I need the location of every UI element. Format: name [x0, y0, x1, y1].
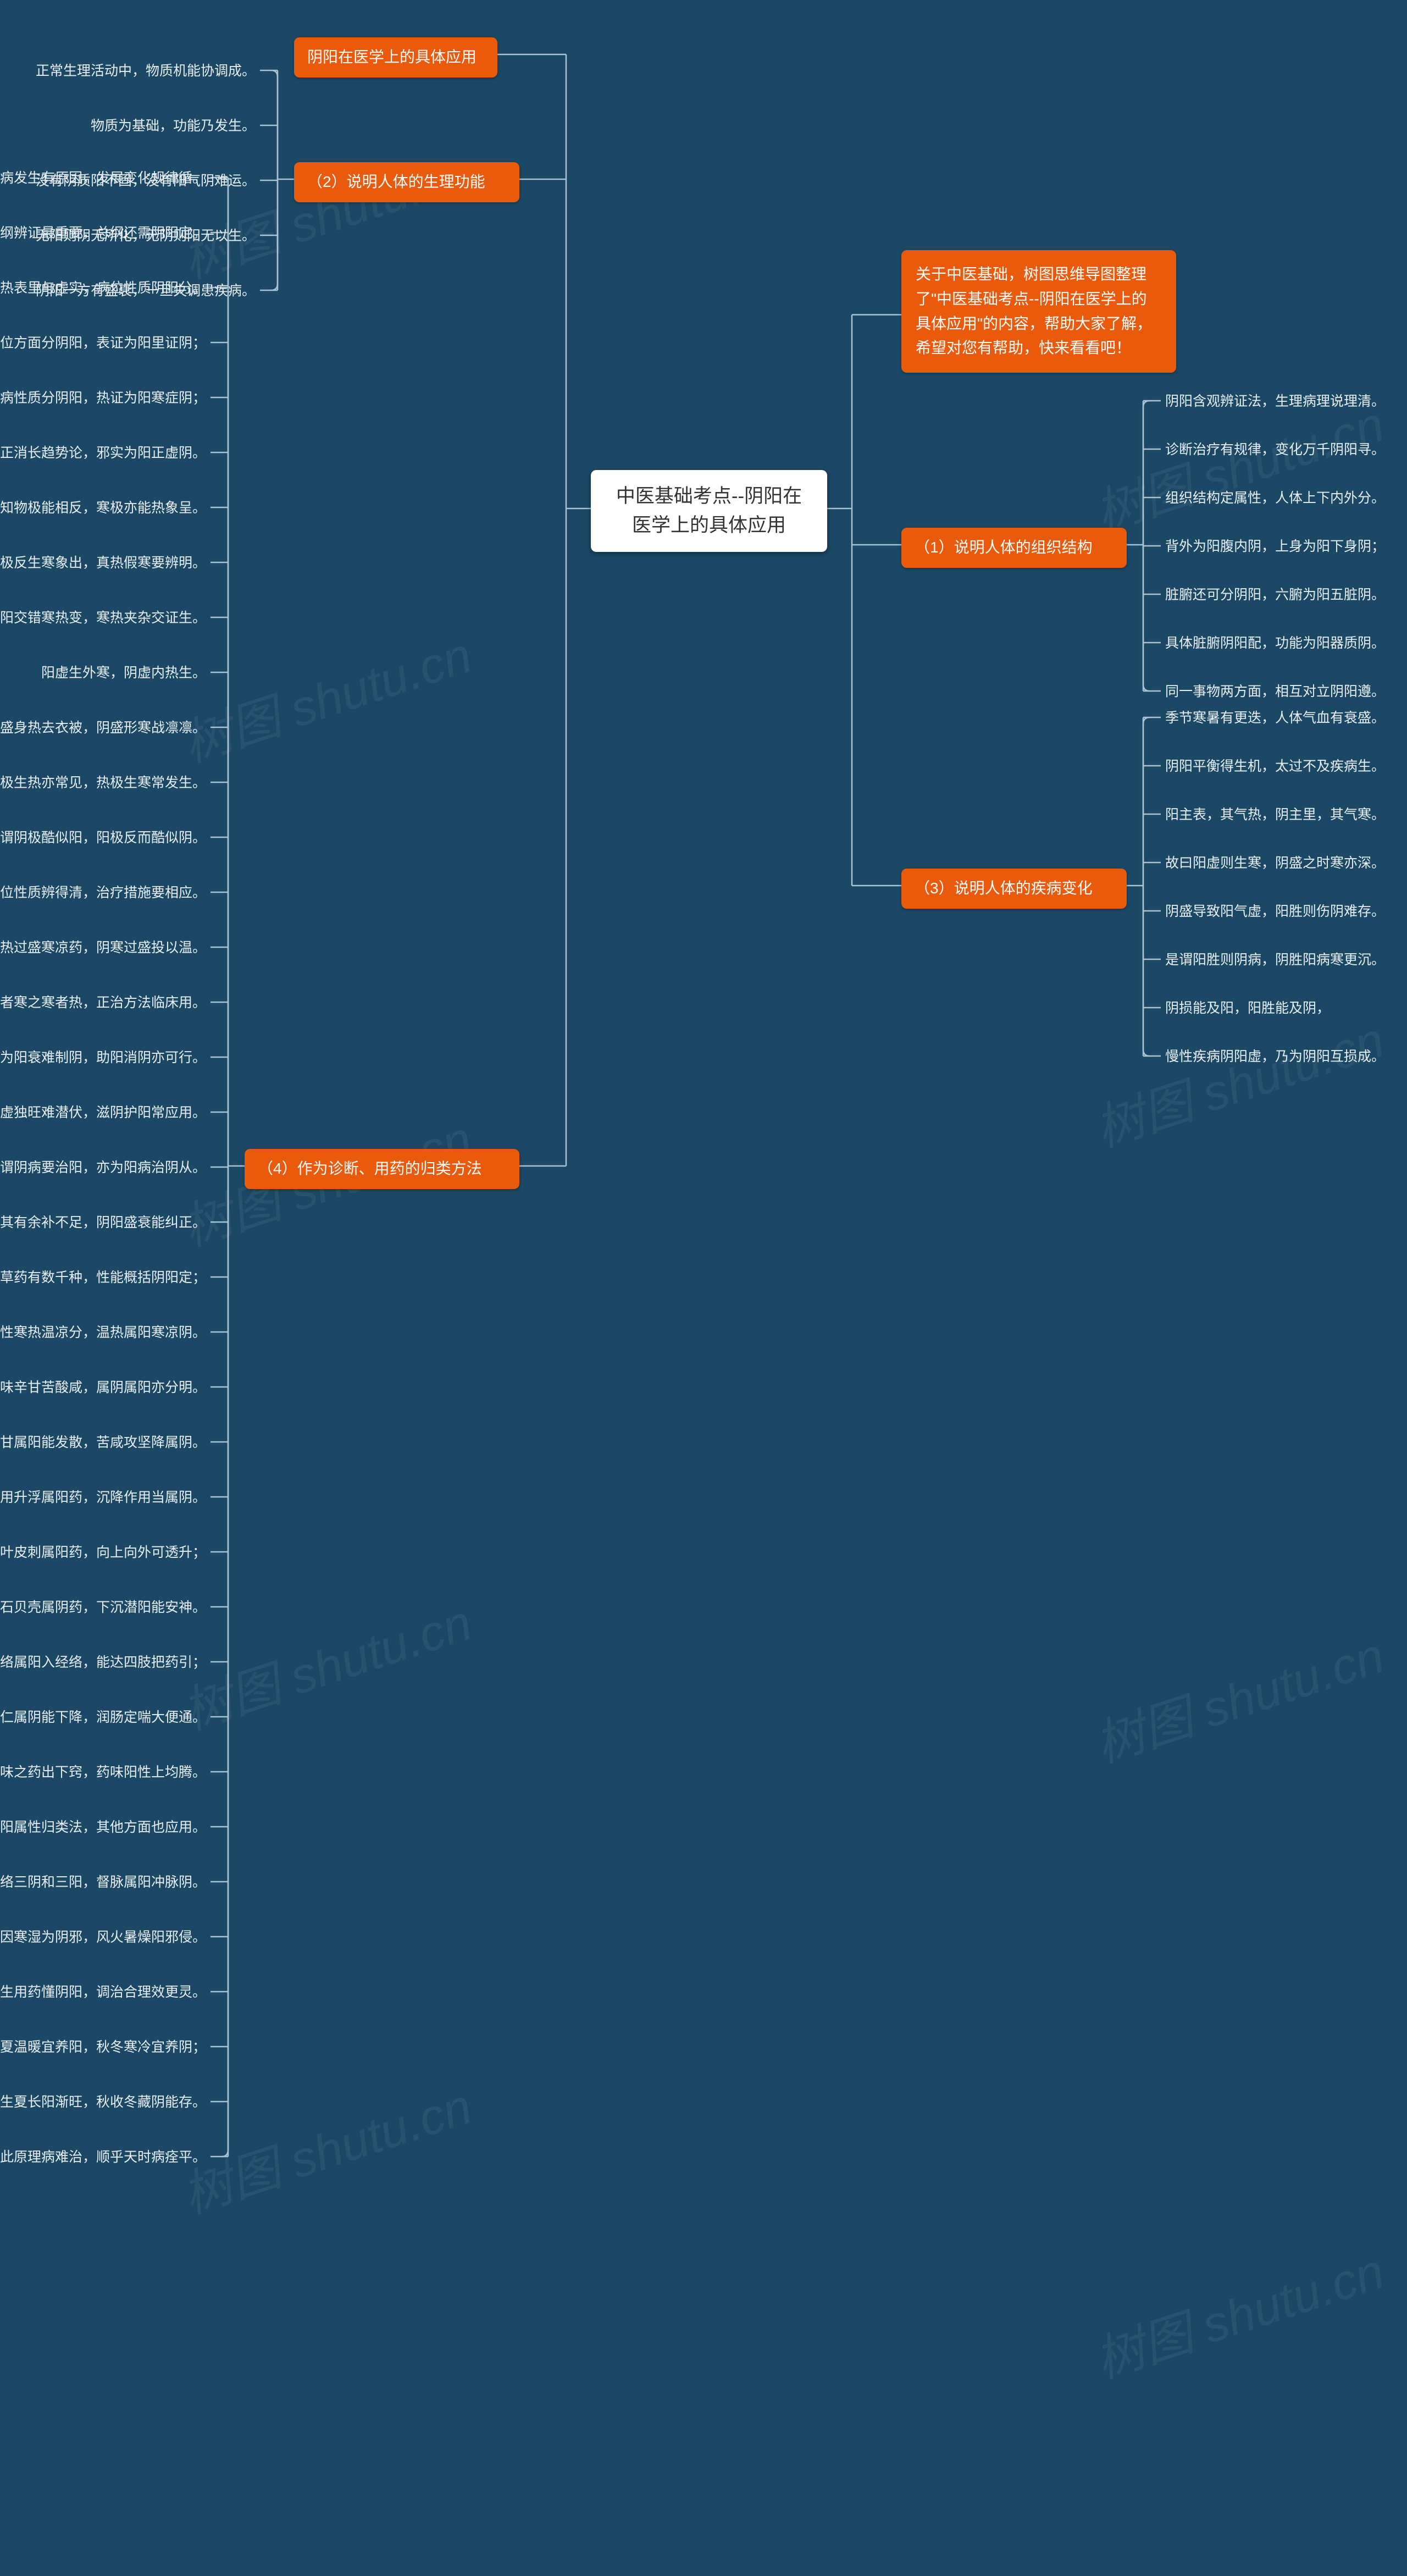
leaf: 寒极生热亦常见，热极生寒常发生。: [0, 773, 206, 793]
branch-l2: （2）说明人体的生理功能: [294, 162, 519, 202]
watermark: 树图 shutu.cn: [172, 1583, 479, 1743]
leaf: 中草药有数千种，性能概括阴阳定；: [0, 1268, 206, 1287]
leaf: 阳虚生外寒，阴虚内热生。: [41, 664, 206, 683]
mindmap-canvas: 树图 shutu.cn 树图 shutu.cn 树图 shutu.cn 树图 s…: [0, 0, 1407, 2576]
leaf: 药性寒热温凉分，温热属阳寒凉阴。: [0, 1323, 206, 1342]
leaf: 邪正消长趋势论，邪实为阳正虚阴。: [0, 444, 206, 463]
leaf: 疾病性质分阴阳，热证为阳寒症阴；: [0, 389, 206, 408]
leaf: 脏腑还可分阴阳，六腑为阳五脏阴。: [1165, 585, 1385, 605]
leaf: 经络三阴和三阳，督脉属阳冲脉阴。: [0, 1873, 206, 1892]
watermark: 树图 shutu.cn: [172, 2066, 479, 2227]
leaf: 阴味之药出下窍，药味阳性上均腾。: [0, 1763, 206, 1782]
branch-r1: （1）说明人体的组织结构: [901, 528, 1127, 568]
leaf: 病位性质辨得清，治疗措施要相应。: [0, 883, 206, 903]
leaf: 热极反生寒象出，真热假寒要辨明。: [0, 554, 206, 573]
leaf: 季节寒暑有更迭，人体气血有衰盛。: [1165, 709, 1385, 728]
leaf: 藤络属阳入经络，能达四肢把药引；: [0, 1653, 206, 1672]
leaf: 春生夏长阳渐旺，秋收冬藏阴能存。: [0, 2093, 206, 2112]
leaf: 阳主表，其气热，阴主里，其气寒。: [1165, 805, 1385, 825]
leaf: 寒热表里与虚实，病位性质阴阳分。: [0, 279, 206, 298]
leaf: 热者寒之寒者热，正治方法临床用。: [0, 993, 206, 1013]
leaf: 同一事物两方面，相互对立阴阳遵。: [1165, 682, 1385, 701]
watermark: 树图 shutu.cn: [172, 615, 479, 776]
leaf: 故曰阳虚则生寒，阴盛之时寒亦深。: [1165, 854, 1385, 873]
leaf: 是谓阴病要治阳，亦为阳病治阴从。: [0, 1158, 206, 1178]
leaf: 组织结构定属性，人体上下内外分。: [1165, 489, 1385, 508]
leaf: 是谓阳胜则阴病，阴胜阳病寒更沉。: [1165, 950, 1385, 970]
leaf: 阴阳含观辨证法，生理病理说理清。: [1165, 392, 1385, 411]
leaf: 八纲辨证最重要，总纲还需阴阳定。: [0, 224, 206, 243]
leaf: 辛甘属阳能发散，苦咸攻坚降属阴。: [0, 1433, 206, 1452]
leaf: 物质为基础，功能乃发生。: [91, 117, 256, 136]
leaf: 正常生理活动中，物质机能协调成。: [36, 62, 256, 81]
leaf: 病位方面分阴阳，表证为阳里证阴；: [0, 334, 206, 353]
branch-r3: （3）说明人体的疾病变化: [901, 869, 1127, 909]
watermark: 树图 shutu.cn: [172, 131, 479, 292]
leaf: 阴阳平衡得生机，太过不及疾病生。: [1165, 757, 1385, 776]
leaf: 阳盛身热去衣被，阴盛形寒战凛凛。: [0, 718, 206, 738]
leaf: 高热过盛寒凉药，阴寒过盛投以温。: [0, 938, 206, 958]
leaf: 药味辛甘苦酸咸，属阴属阳亦分明。: [0, 1378, 206, 1397]
leaf: 病因寒湿为阴邪，风火暑燥阳邪侵。: [0, 1928, 206, 1947]
leaf: 背外为阳腹内阴，上身为阳下身阴；: [1165, 537, 1385, 556]
leaf: 养生用药懂阴阳，调治合理效更灵。: [0, 1983, 206, 2002]
branch-l4: （4）作为诊断、用药的归类方法: [245, 1149, 519, 1189]
leaf: 疾病发生有原因，发展变化规律循。: [0, 169, 206, 188]
leaf: 矿石贝壳属阴药，下沉潜阳能安神。: [0, 1598, 206, 1617]
leaf: 泻其有余补不足，阴阳盛衰能纠正。: [0, 1213, 206, 1232]
connector-layer: [0, 0, 1407, 2576]
leaf: 作用升浮属阳药，沉降作用当属阴。: [0, 1488, 206, 1507]
leaf: 诊断治疗有规律，变化万千阴阳寻。: [1165, 440, 1385, 460]
leaf: 若为阳衰难制阴，助阳消阴亦可行。: [0, 1048, 206, 1068]
watermark: 树图 shutu.cn: [1084, 1000, 1392, 1160]
leaf: 春夏温暖宜养阳，秋冬寒冷宜养阴；: [0, 2038, 206, 2057]
leaf: 逆此原理病难治，顺乎天时病痊平。: [0, 2148, 206, 2167]
center-node: 中医基础考点--阴阳在医学上的具体应用: [591, 470, 827, 552]
leaf: 子仁属阴能下降，润肠定喘大便通。: [0, 1708, 206, 1727]
leaf: 阴虚独旺难潜伏，滋阴护阳常应用。: [0, 1103, 206, 1123]
leaf: 是谓阴极酷似阳，阳极反而酷似阴。: [0, 828, 206, 848]
branch-l0: 阴阳在医学上的具体应用: [294, 37, 497, 78]
leaf: 须知物极能相反，寒极亦能热象呈。: [0, 499, 206, 518]
watermark: 树图 shutu.cn: [1084, 1616, 1392, 1776]
leaf: 慢性疾病阴阳虚，乃为阴阳互损成。: [1165, 1047, 1385, 1066]
leaf: 阴阳交错寒热变，寒热夹杂交证生。: [0, 609, 206, 628]
leaf: 花叶皮刺属阳药，向上向外可透升；: [0, 1543, 206, 1562]
leaf: 阴盛导致阳气虚，阳胜则伤阴难存。: [1165, 902, 1385, 921]
intro-node: 关于中医基础，树图思维导图整理了"中医基础考点--阴阳在医学上的具体应用"的内容…: [901, 250, 1176, 373]
watermark: 树图 shutu.cn: [1084, 2231, 1392, 2392]
leaf: 具体脏腑阴阳配，功能为阳器质阴。: [1165, 634, 1385, 653]
leaf: 阴损能及阳，阳胜能及阴，: [1165, 999, 1330, 1018]
leaf: 阴阳属性归类法，其他方面也应用。: [0, 1818, 206, 1837]
